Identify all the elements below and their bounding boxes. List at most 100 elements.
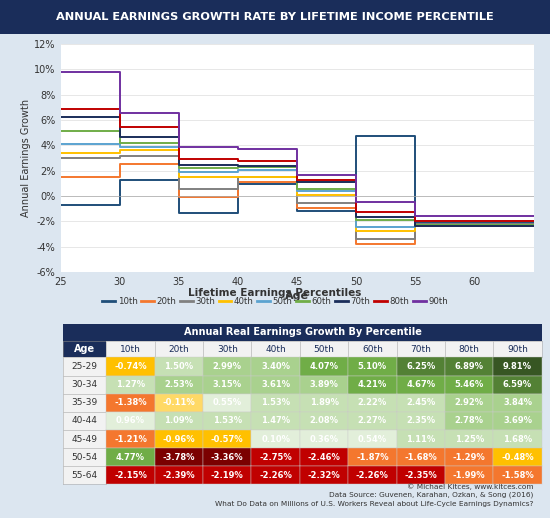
90th <box>412 213 419 219</box>
70th <box>530 223 537 229</box>
Text: 2.78%: 2.78% <box>455 416 483 425</box>
10th <box>117 202 123 208</box>
Text: 0.96%: 0.96% <box>116 416 145 425</box>
Text: -1.38%: -1.38% <box>114 398 147 407</box>
60th <box>530 222 537 228</box>
Text: 4.67%: 4.67% <box>406 380 436 389</box>
30th <box>412 235 419 241</box>
20th <box>175 194 182 200</box>
Line: 60th: 60th <box>60 132 534 225</box>
50th <box>294 166 300 172</box>
20th <box>235 194 241 200</box>
50th <box>175 143 182 150</box>
Text: 50-54: 50-54 <box>72 453 98 462</box>
60th <box>57 128 64 135</box>
Text: 1.47%: 1.47% <box>261 416 290 425</box>
90th <box>294 146 300 152</box>
Line: 30th: 30th <box>60 156 534 238</box>
60th <box>294 164 300 170</box>
90th <box>412 199 419 205</box>
Text: 1.11%: 1.11% <box>406 435 436 443</box>
X-axis label: Age: Age <box>285 291 309 301</box>
70th <box>235 162 241 168</box>
30th <box>530 221 537 227</box>
90th <box>530 213 537 219</box>
90th <box>57 69 64 75</box>
60th <box>235 165 241 171</box>
80th <box>235 156 241 162</box>
80th <box>57 106 64 112</box>
Text: 55-64: 55-64 <box>72 471 98 480</box>
Text: -1.87%: -1.87% <box>356 453 389 462</box>
60th <box>412 217 419 223</box>
Text: 60th: 60th <box>362 344 383 354</box>
20th <box>294 179 300 185</box>
60th <box>412 217 419 223</box>
80th <box>353 177 360 183</box>
Text: -1.58%: -1.58% <box>501 471 534 480</box>
Text: 9.81%: 9.81% <box>503 362 532 371</box>
Text: 50th: 50th <box>314 344 334 354</box>
20th <box>530 223 537 229</box>
90th <box>175 109 182 116</box>
Text: 0.10%: 0.10% <box>261 435 290 443</box>
80th <box>353 177 360 183</box>
50th <box>294 189 300 195</box>
Text: Age: Age <box>74 344 95 354</box>
20th <box>175 161 182 167</box>
70th <box>117 134 123 140</box>
Text: 0.36%: 0.36% <box>310 435 339 443</box>
60th <box>175 139 182 146</box>
Text: -2.15%: -2.15% <box>114 471 147 480</box>
10th <box>175 177 182 183</box>
Text: -2.32%: -2.32% <box>307 471 340 480</box>
80th <box>412 218 419 224</box>
Text: 2.53%: 2.53% <box>164 380 194 389</box>
20th <box>412 241 419 247</box>
Text: 70th: 70th <box>410 344 431 354</box>
30th <box>175 153 182 159</box>
30th <box>235 186 241 192</box>
10th <box>57 202 64 208</box>
50th <box>235 169 241 175</box>
Text: 2.35%: 2.35% <box>406 416 436 425</box>
Text: 30th: 30th <box>217 344 238 354</box>
80th <box>117 106 123 112</box>
Text: 3.89%: 3.89% <box>310 380 338 389</box>
80th <box>412 209 419 215</box>
Line: 10th: 10th <box>60 136 534 223</box>
Text: 4.07%: 4.07% <box>310 362 339 371</box>
Text: 20th: 20th <box>168 344 189 354</box>
40th <box>117 150 123 156</box>
Text: -1.21%: -1.21% <box>114 435 147 443</box>
30th <box>294 200 300 206</box>
Legend: 10th, 20th, 30th, 40th, 50th, 60th, 70th, 80th, 90th: 10th, 20th, 30th, 40th, 50th, 60th, 70th… <box>98 293 452 309</box>
90th <box>235 146 241 152</box>
Text: 1.53%: 1.53% <box>213 416 242 425</box>
40th <box>175 147 182 153</box>
50th <box>175 143 182 150</box>
Y-axis label: Annual Earnings Growth: Annual Earnings Growth <box>21 99 31 217</box>
30th <box>412 235 419 241</box>
70th <box>175 134 182 140</box>
10th <box>530 220 537 226</box>
50th <box>353 189 360 195</box>
70th <box>117 114 123 120</box>
20th <box>117 161 123 167</box>
40th <box>175 147 182 153</box>
10th <box>175 210 182 217</box>
10th <box>412 220 419 226</box>
60th <box>294 186 300 192</box>
Text: 2.92%: 2.92% <box>455 398 484 407</box>
Text: 30-34: 30-34 <box>72 380 98 389</box>
50th <box>235 169 241 175</box>
Text: -0.57%: -0.57% <box>211 435 244 443</box>
90th <box>235 144 241 150</box>
Text: 5.46%: 5.46% <box>454 380 484 389</box>
Text: Data Source: Guvenen, Karahan, Ozkan, & Song (2016): Data Source: Guvenen, Karahan, Ozkan, & … <box>329 492 534 498</box>
10th <box>412 133 419 139</box>
40th <box>294 174 300 180</box>
60th <box>353 186 360 192</box>
20th <box>235 179 241 185</box>
10th <box>294 208 300 214</box>
